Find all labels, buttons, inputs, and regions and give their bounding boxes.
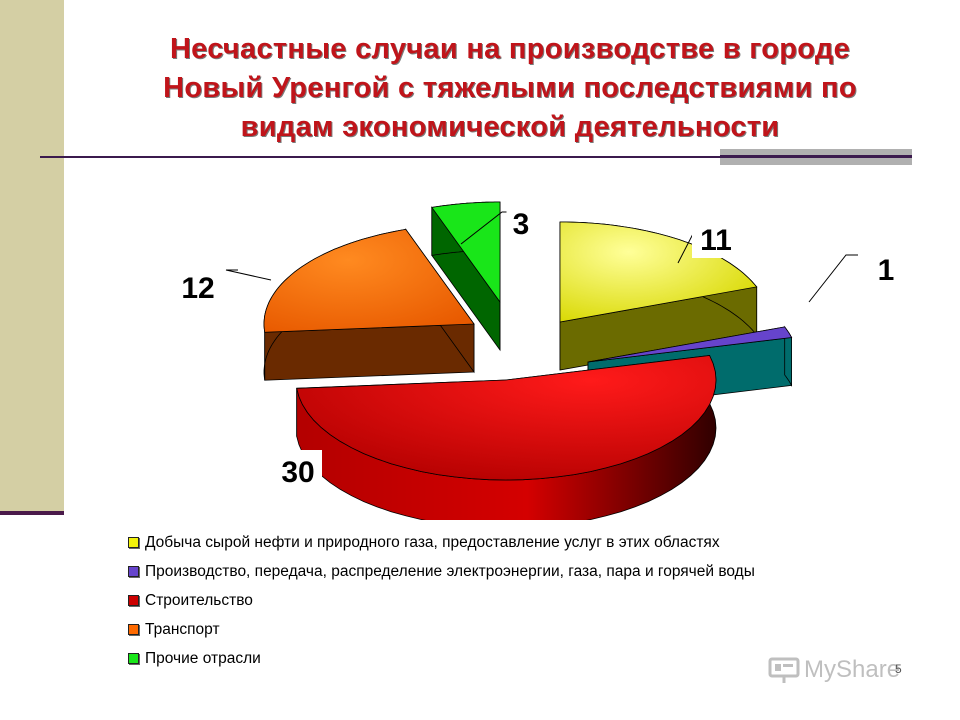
leader-line-1	[808, 254, 858, 303]
title-rule	[40, 156, 912, 158]
legend-item-0: Добыча сырой нефти и природного газа, пр…	[128, 528, 755, 557]
legend-label-0: Добыча сырой нефти и природного газа, пр…	[145, 533, 720, 551]
pie-slice-0-top	[559, 221, 758, 323]
legend-label-2: Строительство	[145, 591, 253, 609]
value-label-bg-4	[506, 202, 536, 242]
value-label-bg-2	[274, 450, 322, 490]
pie-slice-1-top	[587, 326, 793, 363]
chart-legend: Добыча сырой нефти и природного газа, пр…	[128, 528, 755, 673]
value-label-bg-1	[871, 248, 901, 288]
leader-line-3	[225, 269, 272, 281]
pie-slice-3	[263, 228, 475, 381]
title-line-2: Новый Уренгой с тяжелыми последствиями п…	[163, 72, 857, 104]
legend-item-2: Строительство	[128, 586, 755, 615]
value-label-0: 11	[700, 224, 732, 257]
brand-text: MyShare	[804, 656, 901, 683]
title-line-3: видам экономической деятельности	[240, 111, 780, 143]
page-number: 5	[895, 662, 902, 676]
value-label-3: 12	[181, 272, 214, 305]
legend-swatch-2	[128, 595, 139, 606]
slide-title: Несчастные случаи на производстве в горо…	[70, 30, 950, 147]
title-line-1: Несчастные случаи на производстве в горо…	[169, 33, 851, 65]
value-label-bg-3	[174, 266, 222, 306]
legend-item-1: Производство, передача, распределение эл…	[128, 557, 755, 586]
left-decor-band	[0, 0, 64, 512]
legend-swatch-3	[128, 624, 139, 635]
presentation-board-icon	[768, 657, 800, 683]
pie-slice-2-top	[296, 355, 717, 481]
value-label-2: 30	[281, 456, 314, 489]
title-rule-accent-line	[720, 155, 912, 158]
legend-label-1: Производство, передача, распределение эл…	[145, 562, 755, 580]
legend-item-3: Транспорт	[128, 615, 755, 644]
legend-item-4: Прочие отрасли	[128, 644, 755, 673]
value-label-1: 1	[878, 254, 895, 287]
legend-label-4: Прочие отрасли	[145, 649, 261, 667]
legend-swatch-1	[128, 566, 139, 577]
chart-area: 11 1 30 12 3 Добыча сырой нефти и природного…	[66, 180, 928, 695]
legend-swatch-0	[128, 537, 139, 548]
legend-label-3: Транспорт	[145, 620, 220, 638]
pie-slice-2	[296, 354, 717, 520]
pie-slice-3-wall-0	[264, 323, 475, 381]
left-decor-rule	[0, 511, 64, 515]
pie-slice-3-top	[263, 228, 475, 333]
value-label-4: 3	[513, 208, 530, 241]
legend-swatch-4	[128, 653, 139, 664]
value-label-bg-0	[692, 218, 740, 258]
brand-watermark: MyShare	[768, 656, 900, 684]
